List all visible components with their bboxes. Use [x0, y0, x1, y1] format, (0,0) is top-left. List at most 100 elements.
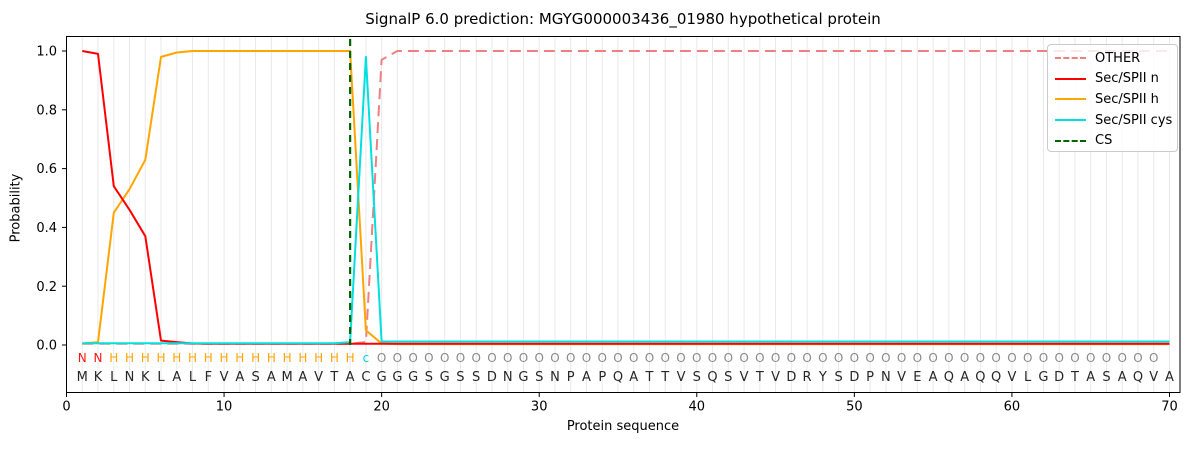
svg-text:S: S: [456, 370, 464, 385]
svg-text:V: V: [220, 370, 229, 385]
svg-text:O: O: [645, 351, 654, 365]
svg-text:0: 0: [62, 400, 70, 415]
sec-spii-n-line-icon: [1055, 77, 1086, 80]
svg-text:O: O: [613, 351, 622, 365]
svg-text:O: O: [456, 351, 465, 365]
cs-line-icon: [1055, 139, 1086, 142]
svg-text:H: H: [283, 351, 292, 365]
svg-text:O: O: [834, 351, 843, 365]
svg-text:O: O: [1039, 351, 1048, 365]
legend: OTHER Sec/SPII n Sec/SPII h Sec/SPII cys…: [1047, 44, 1178, 152]
svg-text:40: 40: [689, 400, 706, 415]
svg-text:K: K: [94, 370, 103, 385]
svg-text:Q: Q: [707, 370, 717, 385]
svg-text:O: O: [1054, 351, 1063, 365]
svg-text:O: O: [850, 351, 859, 365]
svg-text:O: O: [944, 351, 953, 365]
svg-text:O: O: [503, 351, 512, 365]
svg-text:O: O: [1133, 351, 1142, 365]
svg-text:S: S: [693, 370, 701, 385]
svg-text:R: R: [803, 370, 812, 385]
svg-text:O: O: [550, 351, 559, 365]
svg-text:N: N: [881, 370, 891, 385]
svg-text:A: A: [960, 370, 969, 385]
svg-text:O: O: [393, 351, 402, 365]
svg-text:O: O: [1149, 351, 1158, 365]
svg-text:H: H: [314, 351, 323, 365]
svg-text:O: O: [739, 351, 748, 365]
svg-text:A: A: [1086, 370, 1095, 385]
svg-text:G: G: [518, 370, 528, 385]
svg-text:M: M: [77, 370, 88, 385]
svg-text:0.2: 0.2: [36, 280, 57, 295]
svg-text:O: O: [1086, 351, 1095, 365]
svg-text:O: O: [1117, 351, 1126, 365]
svg-text:O: O: [408, 351, 417, 365]
sec-spii-h-line-icon: [1055, 98, 1086, 101]
svg-text:0.8: 0.8: [36, 103, 57, 118]
svg-text:H: H: [157, 351, 166, 365]
svg-text:D: D: [786, 370, 796, 385]
svg-text:50: 50: [846, 400, 863, 415]
svg-text:N: N: [125, 370, 135, 385]
svg-text:O: O: [787, 351, 796, 365]
svg-text:D: D: [1054, 370, 1064, 385]
svg-text:H: H: [267, 351, 276, 365]
svg-text:O: O: [928, 351, 937, 365]
legend-label-sec-spii-cys: Sec/SPII cys: [1095, 112, 1173, 128]
svg-text:O: O: [519, 351, 528, 365]
svg-text:O: O: [802, 351, 811, 365]
svg-text:O: O: [598, 351, 607, 365]
series-line-other: [82, 50, 1170, 345]
legend-entry-sec-spii-h: Sec/SPII h: [1055, 89, 1177, 110]
svg-text:H: H: [141, 351, 150, 365]
svg-text:K: K: [141, 370, 150, 385]
sec-spii-cys-line-icon: [1055, 119, 1086, 122]
svg-text:F: F: [205, 370, 212, 385]
svg-text:G: G: [408, 370, 418, 385]
svg-text:A: A: [346, 370, 355, 385]
svg-text:O: O: [471, 351, 480, 365]
svg-text:L: L: [1024, 370, 1032, 385]
svg-text:P: P: [598, 370, 606, 385]
chart-title: SignalP 6.0 prediction: MGYG000003436_01…: [365, 10, 881, 28]
svg-text:O: O: [897, 351, 906, 365]
x-axis-label: Protein sequence: [566, 419, 680, 434]
svg-text:A: A: [1118, 370, 1127, 385]
svg-text:H: H: [346, 351, 355, 365]
svg-text:H: H: [125, 351, 134, 365]
svg-text:S: S: [834, 370, 842, 385]
series-line-sec-spii-h: [82, 50, 1170, 346]
legend-entry-sec-spii-n: Sec/SPII n: [1055, 69, 1177, 90]
svg-text:O: O: [424, 351, 433, 365]
svg-text:Y: Y: [818, 370, 827, 385]
svg-text:O: O: [991, 351, 1000, 365]
svg-text:V: V: [771, 370, 780, 385]
svg-text:0.4: 0.4: [36, 221, 57, 236]
svg-text:T: T: [1070, 370, 1079, 385]
svg-text:D: D: [487, 370, 497, 385]
series-line-sec-spii-n: [82, 50, 1170, 345]
svg-text:A: A: [582, 370, 591, 385]
svg-text:O: O: [661, 351, 670, 365]
svg-text:S: S: [535, 370, 543, 385]
svg-text:A: A: [629, 370, 638, 385]
svg-text:V: V: [1149, 370, 1158, 385]
svg-text:V: V: [897, 370, 906, 385]
svg-text:O: O: [629, 351, 638, 365]
svg-text:T: T: [755, 370, 764, 385]
svg-text:H: H: [330, 351, 339, 365]
svg-text:30: 30: [531, 400, 548, 415]
svg-text:O: O: [487, 351, 496, 365]
svg-text:O: O: [1023, 351, 1032, 365]
svg-text:O: O: [377, 351, 386, 365]
legend-label-sec-spii-h: Sec/SPII h: [1095, 91, 1159, 107]
svg-text:S: S: [425, 370, 433, 385]
svg-text:G: G: [1038, 370, 1048, 385]
svg-text:T: T: [329, 370, 338, 385]
svg-text:0.6: 0.6: [36, 162, 57, 177]
svg-text:N: N: [78, 351, 87, 365]
svg-text:O: O: [881, 351, 890, 365]
